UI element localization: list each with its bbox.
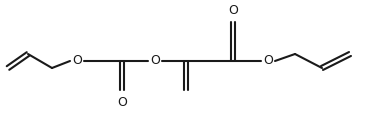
Text: O: O	[263, 55, 273, 67]
Text: O: O	[72, 55, 82, 67]
Text: O: O	[228, 4, 238, 17]
Text: O: O	[117, 95, 127, 108]
Text: O: O	[150, 55, 160, 67]
